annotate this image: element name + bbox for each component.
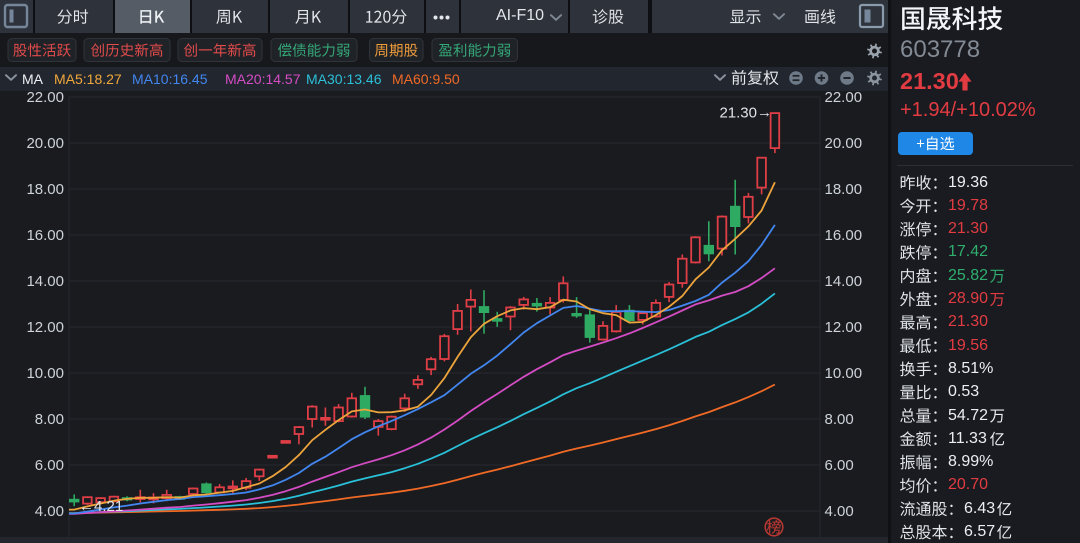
svg-text:10.00: 10.00 xyxy=(825,365,863,382)
svg-text:18.00: 18.00 xyxy=(26,181,64,198)
svg-text:14.00: 14.00 xyxy=(825,273,863,290)
svg-text:←4.21: ←4.21 xyxy=(79,498,123,515)
svg-text:22.00: 22.00 xyxy=(825,89,863,106)
svg-text:6.00: 6.00 xyxy=(825,457,854,474)
svg-text:14.00: 14.00 xyxy=(26,273,64,290)
svg-text:12.00: 12.00 xyxy=(825,319,863,336)
svg-text:8.00: 8.00 xyxy=(35,411,64,428)
svg-text:20.00: 20.00 xyxy=(26,135,64,152)
svg-text:18.00: 18.00 xyxy=(825,181,863,198)
svg-text:21.30: 21.30 xyxy=(719,105,757,122)
svg-text:20.00: 20.00 xyxy=(825,135,863,152)
svg-text:4.00: 4.00 xyxy=(35,503,64,520)
svg-text:10.00: 10.00 xyxy=(26,365,64,382)
svg-text:16.00: 16.00 xyxy=(825,227,863,244)
svg-text:8.00: 8.00 xyxy=(825,411,854,428)
svg-text:6.00: 6.00 xyxy=(35,457,64,474)
svg-text:→: → xyxy=(757,104,772,121)
svg-text:4.00: 4.00 xyxy=(825,503,854,520)
svg-text:22.00: 22.00 xyxy=(26,89,64,106)
svg-text:16.00: 16.00 xyxy=(26,227,64,244)
svg-text:12.00: 12.00 xyxy=(26,319,64,336)
